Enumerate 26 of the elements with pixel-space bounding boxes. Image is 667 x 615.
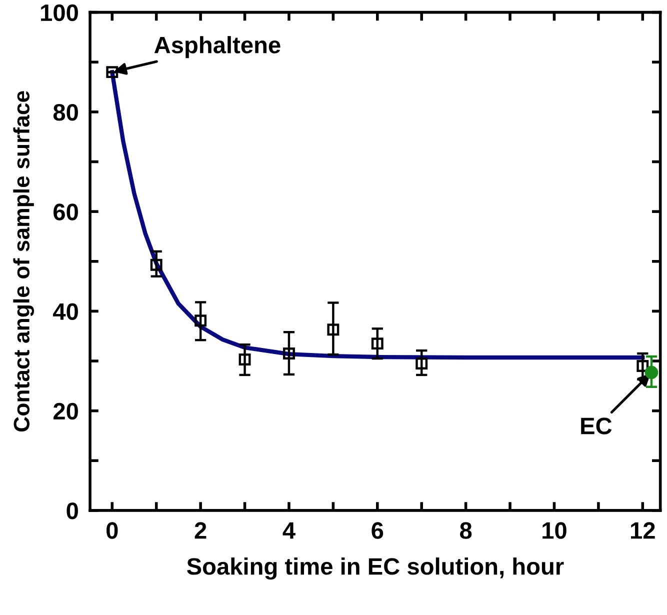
point <box>238 354 251 366</box>
x-tick-label: 2 <box>194 522 206 539</box>
y-tick-label: 0 <box>66 502 78 520</box>
x-tick-label: 8 <box>460 522 472 539</box>
point <box>327 324 340 336</box>
point <box>636 360 649 372</box>
x-tick-label: 0 <box>106 522 118 539</box>
y-tick-label: 80 <box>53 104 78 121</box>
x-axis-title: Soaking time in EC solution, hour <box>186 557 564 580</box>
point <box>194 314 207 327</box>
y-tick-label: 40 <box>53 303 78 320</box>
point <box>371 338 384 350</box>
y-axis-title: Contact angle of sample surface <box>13 91 34 432</box>
x-tick-label: 6 <box>372 522 384 539</box>
x-tick-label: 4 <box>282 522 296 539</box>
y-tick-label: 100 <box>41 4 78 22</box>
annotation: EC <box>581 418 612 434</box>
point <box>416 358 428 370</box>
y-tick-label: 20 <box>53 402 78 420</box>
y-tick-label: 60 <box>54 204 78 220</box>
x-tick-label: 10 <box>542 522 566 539</box>
x-tick-label: 12 <box>631 522 655 539</box>
point <box>644 366 658 380</box>
point <box>150 258 162 271</box>
point <box>283 348 295 360</box>
annotation: Asphaltene <box>154 36 280 58</box>
